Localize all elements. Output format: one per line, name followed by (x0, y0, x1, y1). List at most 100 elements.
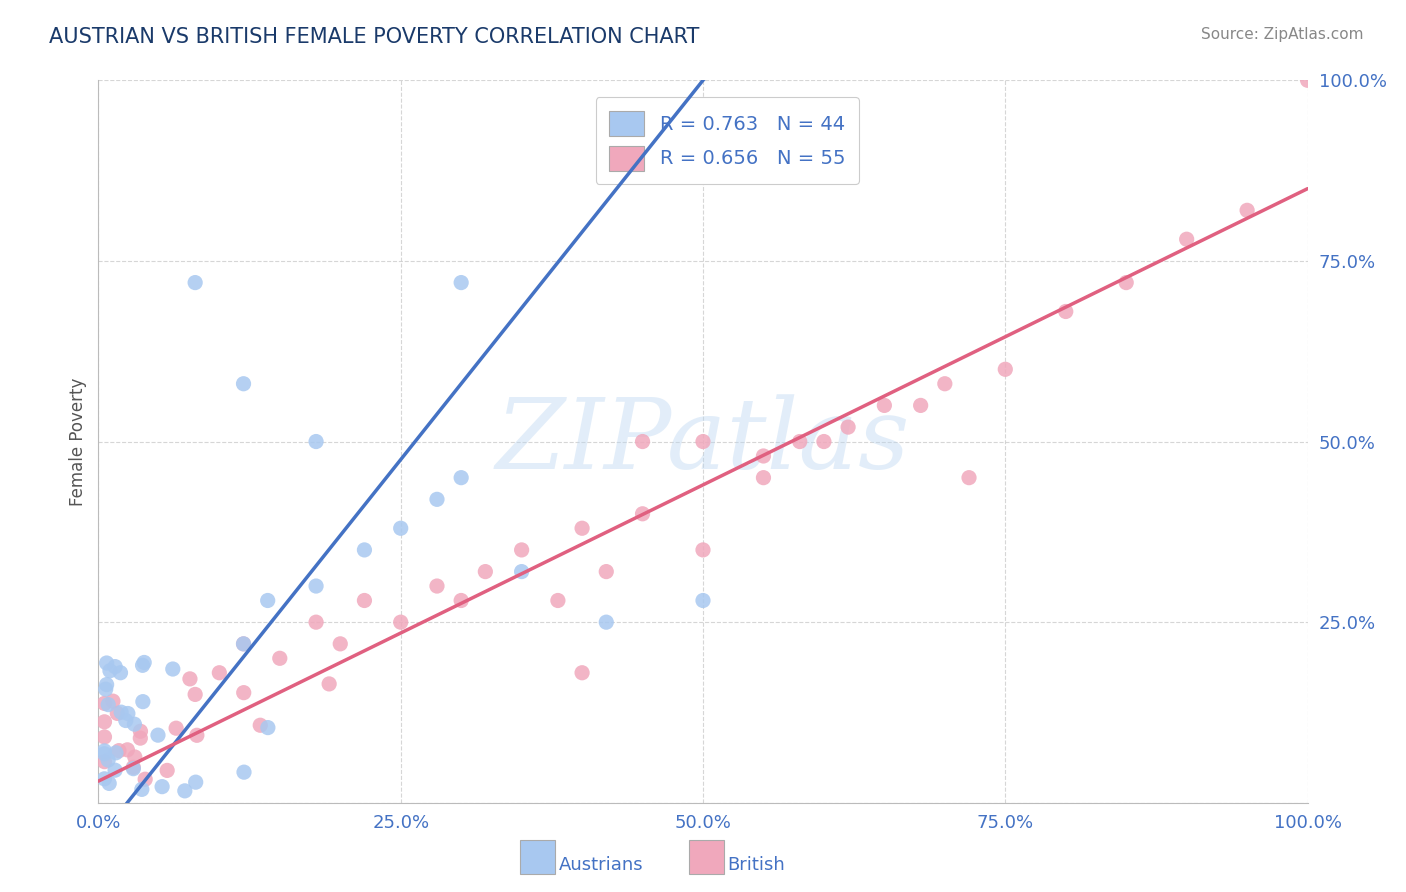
Point (232, 637, 254, 651)
Point (305, 579, 328, 593)
Point (93, 772, 115, 786)
Point (269, 651, 291, 665)
Point (134, 656, 156, 670)
Point (547, 593, 569, 607)
Point (162, 662, 184, 676)
Point (105, 706, 128, 721)
Point (98, 664, 121, 678)
Point (1296, 73, 1319, 87)
Point (1115, 276, 1137, 290)
Point (426, 492, 449, 507)
Point (93, 730, 115, 744)
Text: ZIPatlas: ZIPatlas (496, 394, 910, 489)
Point (318, 677, 340, 691)
Point (910, 398, 932, 412)
Point (232, 637, 254, 651)
Point (450, 593, 472, 607)
Point (249, 718, 271, 732)
Point (114, 714, 136, 728)
Point (692, 434, 714, 449)
Point (101, 694, 124, 708)
Y-axis label: Female Poverty: Female Poverty (69, 377, 87, 506)
Point (353, 542, 375, 557)
Point (104, 763, 127, 777)
Point (110, 705, 132, 719)
Point (692, 593, 714, 607)
Point (510, 565, 533, 579)
Text: AUSTRIAN VS BRITISH FEMALE POVERTY CORRELATION CHART: AUSTRIAN VS BRITISH FEMALE POVERTY CORRE… (49, 27, 700, 46)
Point (873, 398, 896, 412)
Point (595, 615, 617, 630)
Point (426, 579, 449, 593)
Point (1054, 304, 1077, 318)
Point (131, 658, 153, 673)
Point (184, 687, 207, 701)
Text: British: British (728, 856, 786, 874)
Point (96, 677, 118, 691)
Point (98, 776, 121, 790)
Point (232, 376, 254, 391)
Point (305, 615, 328, 630)
Point (186, 728, 208, 742)
Point (474, 565, 496, 579)
Point (134, 772, 156, 787)
Point (129, 724, 152, 739)
Point (256, 593, 278, 607)
Point (994, 362, 1017, 376)
Point (108, 744, 131, 758)
Point (571, 665, 593, 680)
Point (94, 682, 117, 697)
Point (132, 695, 155, 709)
Point (184, 276, 207, 290)
Point (813, 434, 835, 449)
Point (93, 714, 115, 729)
Point (631, 507, 654, 521)
Point (122, 762, 145, 776)
Point (233, 765, 256, 780)
Point (789, 434, 811, 449)
Point (96, 656, 118, 670)
Point (571, 521, 593, 535)
Point (957, 470, 980, 484)
Point (146, 728, 169, 742)
Point (329, 637, 352, 651)
Point (353, 593, 375, 607)
Point (93, 755, 115, 769)
Point (104, 746, 127, 760)
Point (692, 542, 714, 557)
Point (104, 659, 127, 673)
Point (1236, 203, 1258, 218)
Point (93, 697, 115, 711)
Point (184, 775, 207, 789)
Point (232, 686, 254, 700)
Point (595, 565, 617, 579)
Point (97, 698, 120, 712)
Point (173, 784, 195, 798)
Point (117, 706, 139, 721)
Point (110, 665, 132, 680)
Point (122, 760, 145, 774)
Point (131, 782, 153, 797)
Point (450, 470, 472, 484)
Point (156, 764, 179, 778)
Point (93, 747, 115, 761)
Text: Austrians: Austrians (560, 856, 644, 874)
Point (150, 780, 173, 794)
Point (124, 717, 146, 731)
Point (97, 753, 120, 767)
Point (837, 420, 859, 434)
Point (510, 542, 533, 557)
Legend: R = 0.763   N = 44, R = 0.656   N = 55: R = 0.763 N = 44, R = 0.656 N = 55 (596, 97, 859, 184)
Point (1175, 232, 1198, 246)
Point (305, 434, 328, 449)
Point (389, 615, 412, 630)
Point (124, 750, 146, 764)
Point (93, 744, 115, 758)
Point (117, 743, 139, 757)
Point (752, 449, 775, 463)
Point (752, 470, 775, 484)
Point (165, 721, 187, 735)
Point (129, 731, 152, 745)
Point (631, 434, 654, 449)
Point (208, 665, 231, 680)
